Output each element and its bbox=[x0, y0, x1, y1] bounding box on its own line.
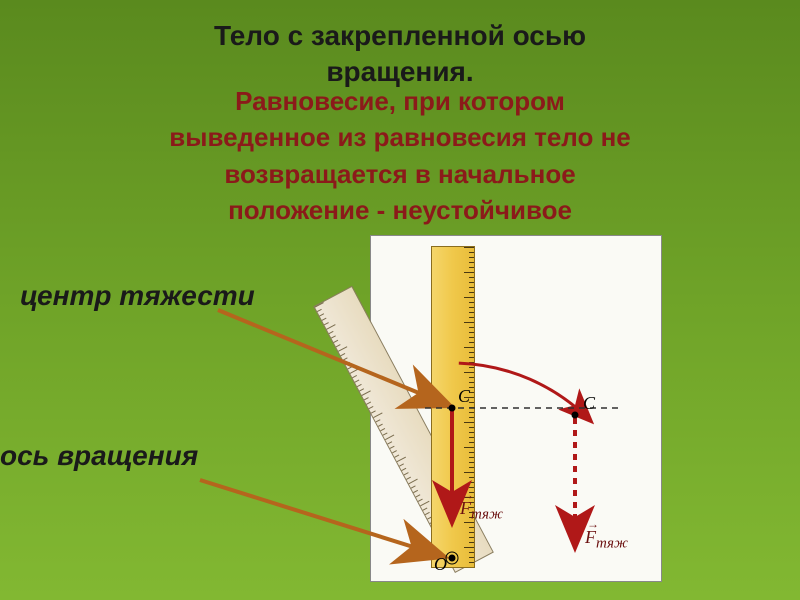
point-o-label: O bbox=[434, 554, 447, 575]
force-sub1: тяж bbox=[471, 507, 503, 523]
subtitle-line3: возвращается в начальное bbox=[224, 159, 575, 189]
label-centroid: центр тяжести bbox=[20, 280, 255, 312]
page-subtitle: Равновесие, при котором выведенное из ра… bbox=[0, 83, 800, 229]
title-line1: Тело с закрепленной осью bbox=[214, 20, 586, 51]
force-label-1: →Fтяж bbox=[460, 498, 503, 524]
force-sub2: тяж bbox=[596, 536, 628, 552]
point-c2-label: C bbox=[583, 393, 595, 414]
force-label-2: →Fтяж bbox=[585, 527, 628, 553]
point-c-label: C bbox=[458, 386, 470, 407]
page-title: Тело с закрепленной осью вращения. bbox=[0, 0, 800, 91]
subtitle-line1: Равновесие, при котором bbox=[235, 86, 565, 116]
subtitle-line4: положение - неустойчивое bbox=[228, 195, 572, 225]
label-axis: ось вращения bbox=[0, 440, 198, 472]
subtitle-line2: выведенное из равновесия тело не bbox=[169, 122, 631, 152]
